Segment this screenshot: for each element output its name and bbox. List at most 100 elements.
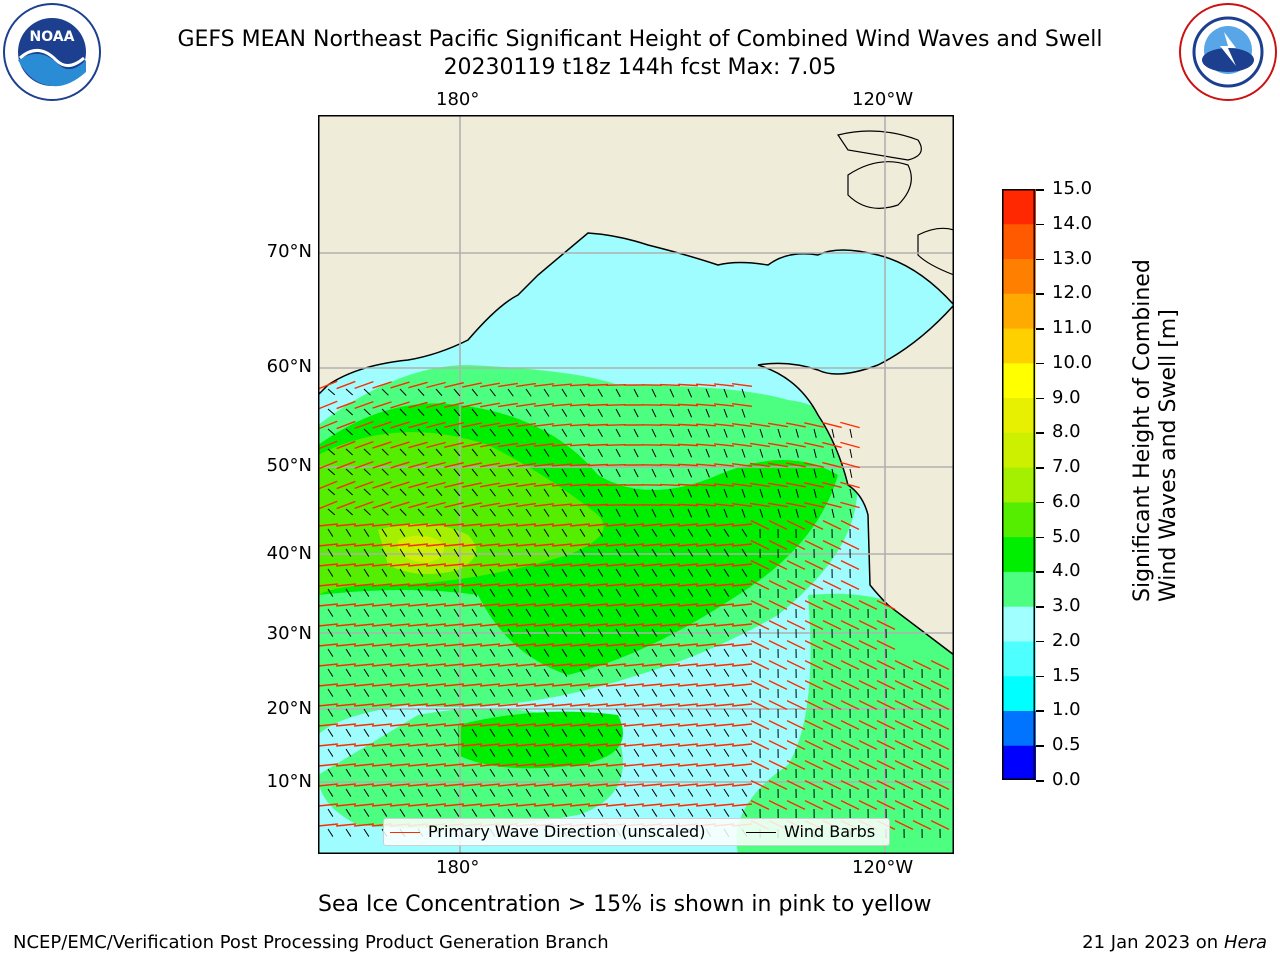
wave-direction-arrow: [425, 763, 447, 767]
wave-direction-arrow: [804, 422, 824, 428]
wind-barb: [687, 548, 694, 557]
wind-barb: [399, 548, 406, 557]
wave-direction-arrow: [659, 443, 681, 447]
wave-direction-arrow: [479, 563, 501, 567]
wind-barb: [561, 588, 568, 597]
wind-barb: [381, 708, 388, 717]
wave-direction-arrow: [354, 460, 374, 470]
wind-barb: [327, 568, 334, 577]
wind-barb: [579, 688, 586, 697]
wave-direction-arrow: [912, 760, 932, 770]
wind-barb: [579, 428, 586, 437]
wave-direction-arrow: [443, 723, 465, 727]
wave-direction-arrow: [605, 464, 627, 466]
wave-direction-arrow: [479, 723, 501, 727]
wave-direction-arrow: [425, 663, 447, 667]
wind-barb: [489, 608, 496, 617]
wave-direction-arrow: [659, 603, 681, 607]
wave-direction-arrow: [444, 502, 464, 508]
wind-barb: [525, 628, 532, 637]
wave-direction-arrow: [858, 780, 878, 790]
wave-direction-arrow: [768, 540, 788, 550]
wave-direction-arrow: [641, 743, 663, 747]
wave-direction-arrow: [318, 523, 339, 527]
wind-barb: [561, 628, 568, 637]
wave-direction-arrow: [318, 380, 338, 390]
wind-barb: [723, 468, 728, 478]
wind-barb: [633, 528, 640, 537]
wave-direction-arrow: [894, 740, 914, 750]
wave-direction-arrow: [768, 760, 788, 770]
wind-barb: [687, 788, 694, 797]
wave-direction-arrow: [444, 402, 464, 408]
wind-barb: [345, 428, 354, 436]
wave-direction-arrow: [533, 543, 555, 547]
wave-direction-arrow: [822, 720, 842, 730]
wave-direction-arrow: [390, 401, 410, 409]
wave-direction-arrow: [731, 423, 753, 427]
wave-direction-arrow: [498, 422, 518, 428]
wave-direction-arrow: [353, 663, 375, 667]
wind-barb: [525, 648, 532, 657]
wind-barb: [345, 688, 352, 697]
wind-barb: [651, 528, 658, 537]
wave-direction-arrow: [623, 723, 645, 727]
wave-direction-arrow: [408, 381, 428, 389]
wind-barb: [561, 428, 568, 437]
wave-direction-arrow: [731, 763, 753, 767]
wind-barb: [669, 688, 676, 697]
wind-barb: [615, 668, 622, 677]
wave-direction-arrow: [659, 583, 681, 587]
wind-barb: [345, 708, 352, 717]
wind-barb: [615, 788, 622, 797]
wind-barb: [561, 688, 568, 697]
wave-direction-arrow: [804, 600, 824, 610]
wind-barb: [633, 468, 639, 478]
wind-barb: [543, 808, 550, 817]
wave-direction-arrow: [786, 640, 806, 650]
wind-barb: [435, 628, 442, 637]
wind-barb: [399, 508, 407, 516]
wind-barb: [579, 548, 586, 557]
wave-direction-arrow: [480, 422, 500, 428]
colorbar-band: [1002, 710, 1036, 746]
wind-barb: [363, 388, 371, 396]
wind-barb: [597, 768, 604, 777]
wave-direction-arrow: [840, 580, 860, 590]
wave-direction-arrow: [912, 680, 932, 690]
wave-direction-arrow: [444, 442, 464, 448]
wind-barb: [597, 488, 603, 498]
wind-barb: [741, 788, 748, 797]
wind-barb: [507, 608, 514, 617]
wind-barb: [687, 528, 694, 537]
wind-barb: [741, 808, 748, 817]
wave-direction-arrow: [354, 380, 374, 390]
wind-barb: [741, 488, 746, 498]
wind-barb: [489, 428, 496, 437]
wind-barb: [543, 588, 550, 597]
wave-direction-arrow: [804, 700, 824, 710]
wave-field-east: [736, 593, 954, 854]
wave-direction-arrow: [353, 603, 375, 607]
wind-barb: [777, 488, 782, 498]
wave-direction-arrow: [768, 800, 788, 810]
wave-direction-arrow: [876, 620, 896, 630]
wave-direction-arrow: [569, 463, 591, 467]
wind-barb: [705, 488, 710, 498]
wind-barb: [687, 468, 693, 478]
wave-direction-arrow: [786, 580, 806, 590]
wave-direction-arrow: [659, 663, 681, 667]
wave-direction-arrow: [750, 800, 770, 810]
wind-barb: [741, 748, 748, 757]
wind-barb: [417, 588, 424, 597]
wind-barb: [345, 448, 354, 456]
wind-barb: [597, 468, 603, 478]
wind-barb: [489, 448, 496, 457]
colorbar-tick-mark: [1036, 223, 1044, 226]
wind-barb: [525, 588, 532, 597]
wind-barb: [777, 448, 782, 458]
wave-direction-arrow: [426, 421, 446, 429]
colorbar-tick-label: 6.0: [1052, 490, 1081, 512]
wave-direction-arrow: [695, 463, 717, 467]
wind-barb: [417, 528, 424, 537]
